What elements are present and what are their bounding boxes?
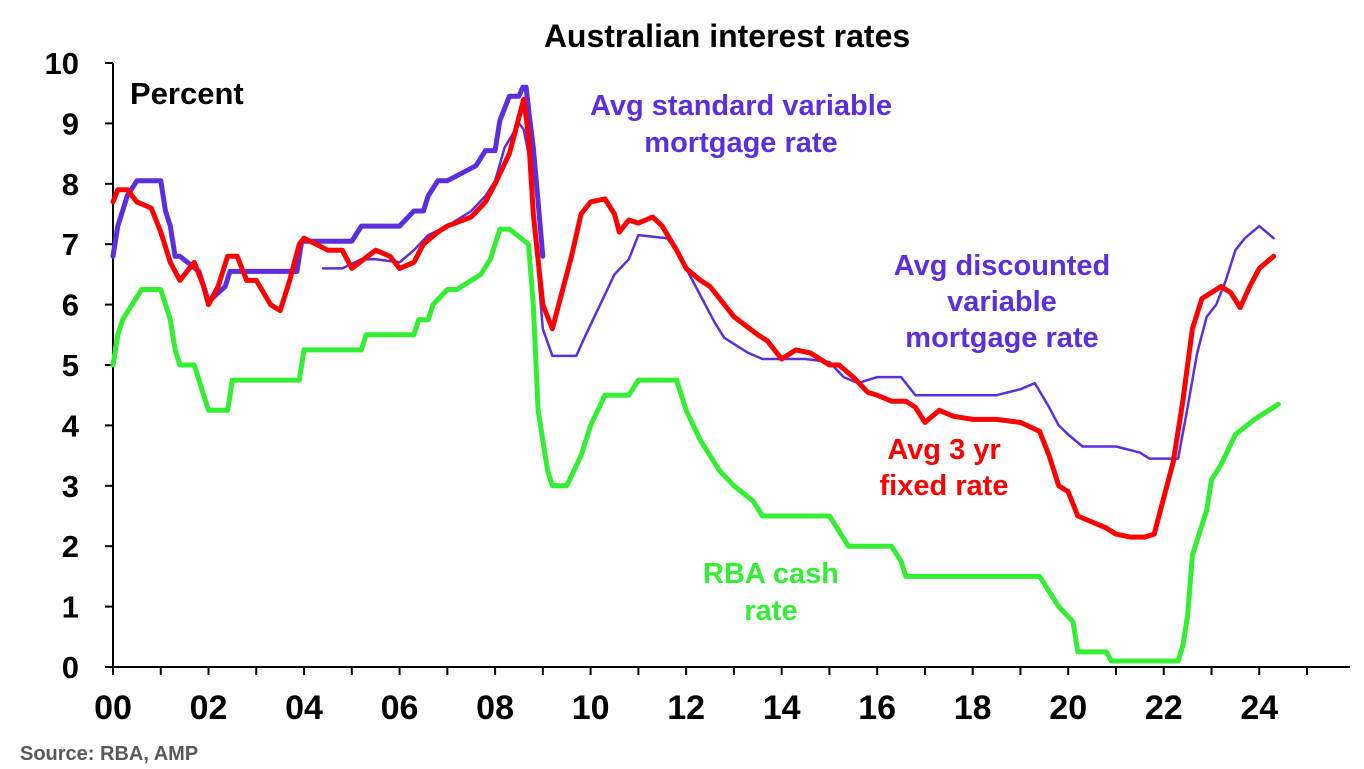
series-label-rba-cash-rate: RBA cash bbox=[703, 558, 839, 590]
x-tick-label: 06 bbox=[381, 689, 419, 727]
series-line-rba-cash-rate bbox=[110, 226, 1281, 664]
y-tick-label: 2 bbox=[62, 529, 79, 564]
x-tick-label: 00 bbox=[94, 689, 132, 727]
series-lines bbox=[110, 84, 1281, 664]
series-line-avg-standard-variable-mortgage-rate bbox=[110, 84, 546, 305]
series-line-avg-discounted-variable-mortgage-rate bbox=[321, 122, 1275, 460]
x-tick-label: 18 bbox=[954, 689, 992, 727]
series-label-avg-discounted-variable-mortgage-rate: Avg discounted bbox=[894, 250, 1110, 282]
x-ticks: 00 02 04 06 08 10 12 14 16 18 20 22 24 bbox=[94, 667, 1309, 727]
series-label-avg-discounted-variable-mortgage-rate: variable bbox=[947, 286, 1057, 318]
series-label-rba-cash-rate: rate bbox=[744, 595, 797, 627]
y-tick-label: 7 bbox=[62, 227, 79, 262]
x-tick-label: 14 bbox=[763, 689, 801, 727]
x-tick-label: 22 bbox=[1145, 689, 1183, 727]
y-tick-label: 9 bbox=[62, 106, 79, 141]
source-note: Source: RBA, AMP bbox=[20, 743, 198, 765]
series-label-avg-standard-variable-mortgage-rate: Avg standard variable bbox=[590, 90, 892, 122]
x-tick-label: 24 bbox=[1240, 689, 1278, 727]
y-tick-label: 8 bbox=[62, 167, 79, 202]
units-label: Percent bbox=[130, 76, 244, 111]
x-tick-label: 16 bbox=[858, 689, 896, 727]
x-tick-label: 02 bbox=[190, 689, 228, 727]
series-label-avg-standard-variable-mortgage-rate: mortgage rate bbox=[644, 127, 837, 159]
series-label-avg-3-yr-fixed-rate: Avg 3 yr bbox=[887, 434, 1000, 466]
y-ticks: 0 1 2 3 4 5 6 7 8 9 10 bbox=[45, 46, 113, 685]
x-tick-label: 20 bbox=[1049, 689, 1087, 727]
series-label-avg-3-yr-fixed-rate: fixed rate bbox=[880, 470, 1009, 502]
y-tick-label: 1 bbox=[62, 590, 79, 625]
y-tick-label: 10 bbox=[45, 46, 79, 81]
series-line-avg-3-yr-fixed-rate bbox=[110, 96, 1277, 540]
series-labels: Avg standard variable mortgage rate Avg di… bbox=[590, 90, 1110, 627]
y-tick-label: 0 bbox=[62, 650, 79, 685]
x-tick-label: 12 bbox=[667, 689, 705, 727]
y-tick-label: 4 bbox=[62, 408, 80, 443]
y-tick-label: 6 bbox=[62, 288, 79, 323]
x-tick-label: 10 bbox=[572, 689, 610, 727]
y-tick-label: 5 bbox=[62, 348, 79, 383]
y-tick-label: 3 bbox=[62, 469, 79, 504]
x-tick-label: 04 bbox=[285, 689, 323, 727]
series-label-avg-discounted-variable-mortgage-rate: mortgage rate bbox=[905, 322, 1098, 354]
x-tick-label: 08 bbox=[476, 689, 514, 727]
chart-title: Australian interest rates bbox=[544, 18, 910, 54]
